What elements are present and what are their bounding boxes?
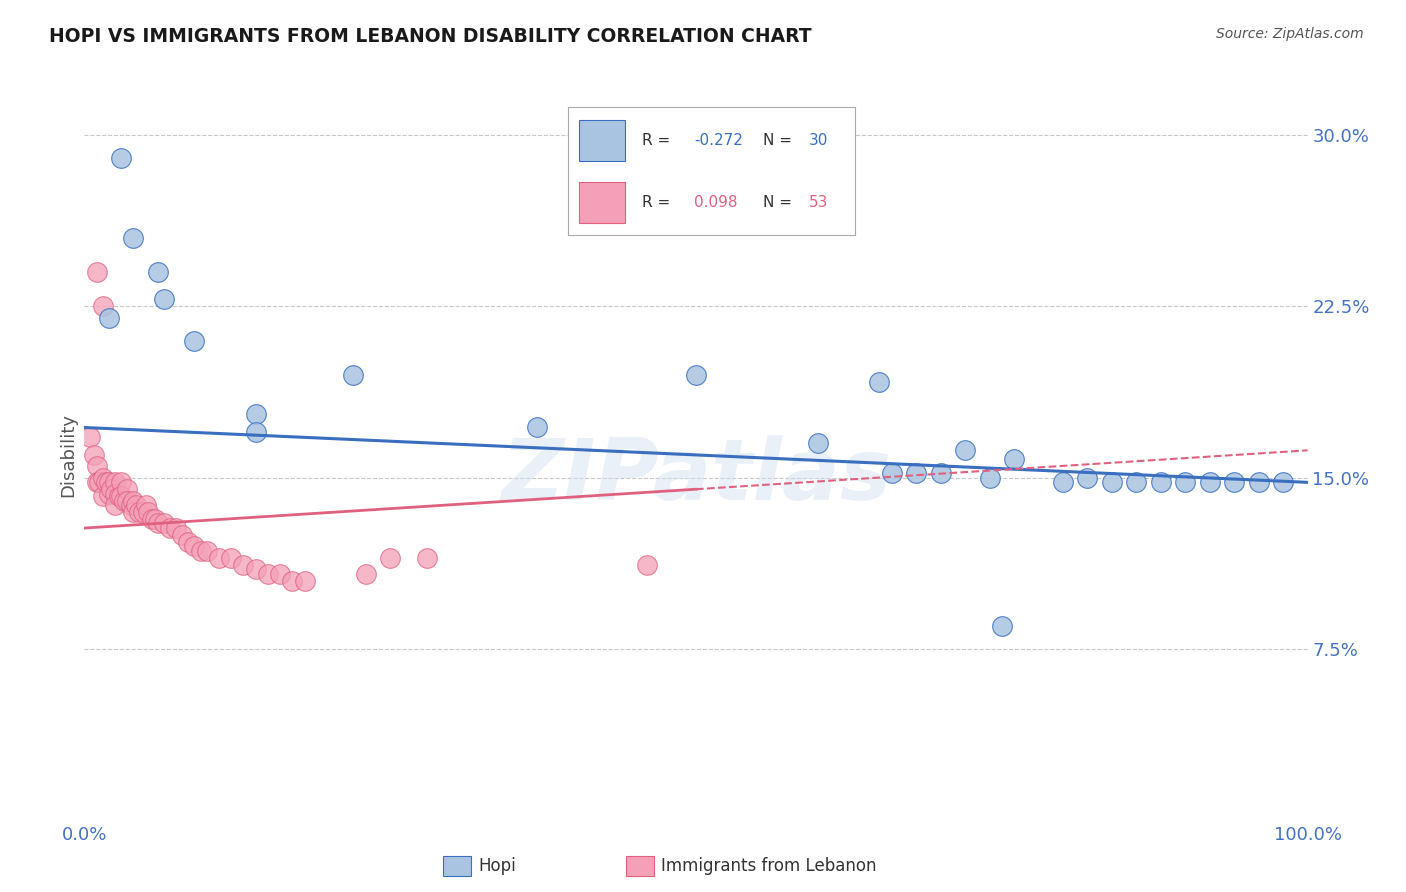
Point — [380, 550, 402, 565]
Point — [91, 299, 114, 313]
Point — [929, 467, 952, 481]
Point — [132, 505, 155, 519]
Point — [208, 550, 231, 565]
Point — [86, 475, 108, 490]
Point — [115, 493, 138, 508]
Point — [100, 482, 122, 496]
Point — [107, 489, 129, 503]
Point — [115, 482, 138, 496]
Point — [146, 516, 169, 531]
Point — [83, 448, 105, 462]
Point — [245, 562, 267, 576]
Text: ZIPatlas: ZIPatlas — [501, 435, 891, 518]
Point — [807, 436, 830, 450]
Point — [87, 475, 110, 490]
Point — [97, 475, 120, 490]
Point — [120, 498, 142, 512]
Point — [159, 521, 181, 535]
Y-axis label: Disability: Disability — [59, 413, 77, 497]
Point — [1076, 471, 1098, 485]
Point — [128, 505, 150, 519]
Point — [1272, 475, 1295, 490]
Point — [342, 368, 364, 382]
Point — [104, 498, 127, 512]
Point — [953, 443, 976, 458]
Point — [257, 566, 280, 581]
Point — [685, 368, 707, 382]
Point — [172, 528, 194, 542]
Point — [112, 493, 135, 508]
Text: HOPI VS IMMIGRANTS FROM LEBANON DISABILITY CORRELATION CHART: HOPI VS IMMIGRANTS FROM LEBANON DISABILI… — [49, 27, 811, 45]
Point — [1223, 475, 1246, 490]
Text: Hopi: Hopi — [478, 857, 516, 875]
Point — [1247, 475, 1270, 490]
Point — [294, 574, 316, 588]
Point — [125, 498, 148, 512]
Point — [979, 471, 1001, 485]
Point — [110, 151, 132, 165]
Point — [281, 574, 304, 588]
Point — [190, 544, 212, 558]
Point — [86, 265, 108, 279]
Point — [869, 375, 891, 389]
Point — [153, 293, 176, 307]
Point — [183, 539, 205, 553]
Text: Immigrants from Lebanon: Immigrants from Lebanon — [661, 857, 876, 875]
Point — [91, 471, 114, 485]
Point — [219, 550, 242, 565]
Point — [136, 505, 159, 519]
Point — [135, 498, 157, 512]
Point — [86, 459, 108, 474]
Point — [146, 265, 169, 279]
Point — [110, 489, 132, 503]
Text: Source: ZipAtlas.com: Source: ZipAtlas.com — [1216, 27, 1364, 41]
Point — [905, 467, 928, 481]
Point — [1002, 452, 1025, 467]
Point — [110, 475, 132, 490]
Point — [880, 467, 903, 481]
Point — [97, 310, 120, 325]
Point — [1052, 475, 1074, 490]
Point — [153, 516, 176, 531]
Point — [354, 566, 377, 581]
Point — [96, 475, 118, 490]
Point — [122, 231, 145, 245]
Point — [526, 420, 548, 434]
Point — [122, 493, 145, 508]
Point — [232, 558, 254, 572]
Point — [195, 544, 218, 558]
Point — [1174, 475, 1197, 490]
Point — [177, 534, 200, 549]
Point — [1150, 475, 1173, 490]
Point — [79, 430, 101, 444]
Point — [1198, 475, 1220, 490]
Point — [122, 505, 145, 519]
Point — [143, 512, 166, 526]
Point — [91, 489, 114, 503]
Point — [165, 521, 187, 535]
Point — [416, 550, 439, 565]
Point — [636, 558, 658, 572]
Point — [104, 475, 127, 490]
Point — [245, 407, 267, 421]
Point — [245, 425, 267, 439]
Point — [97, 487, 120, 501]
Point — [183, 334, 205, 348]
Point — [141, 512, 163, 526]
Point — [104, 487, 127, 501]
Point — [269, 566, 291, 581]
Point — [1101, 475, 1123, 490]
Point — [1125, 475, 1147, 490]
Point — [991, 619, 1014, 633]
